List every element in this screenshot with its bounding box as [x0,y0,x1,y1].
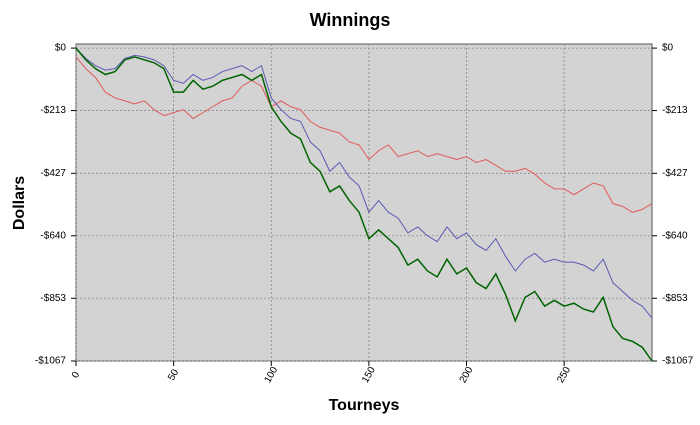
y-tick-label: -$427 [40,168,66,179]
y-tick-label: -$640 [40,230,66,241]
y2-tick-label: -$640 [662,230,688,241]
x-tick-label: 250 [555,365,573,385]
series-line [75,56,653,213]
x-tick-label: 50 [166,367,181,383]
series-line [75,47,653,362]
y-tick-label: -$213 [40,105,66,116]
y-tick-label: -$853 [40,293,66,304]
chart-title: Winnings [310,10,391,30]
y-tick-label: $0 [55,43,67,54]
x-tick-label: 200 [458,365,476,385]
y2-tick-label: -$853 [662,293,688,304]
y2-tick-label: -$427 [662,168,688,179]
x-tick-label: 150 [360,365,378,385]
y2-tick-label: $0 [662,43,674,54]
y-tick-label: -$1067 [35,356,67,367]
x-tick-label: 0 [70,370,83,381]
plot-area [75,43,653,362]
y2-tick-label: -$1067 [662,356,694,367]
x-axis-title: Tourneys [329,397,400,414]
y2-tick-label: -$213 [662,105,688,116]
y-axis-title: Dollars [11,176,28,230]
x-tick-label: 100 [262,365,280,385]
series-line [75,47,653,319]
